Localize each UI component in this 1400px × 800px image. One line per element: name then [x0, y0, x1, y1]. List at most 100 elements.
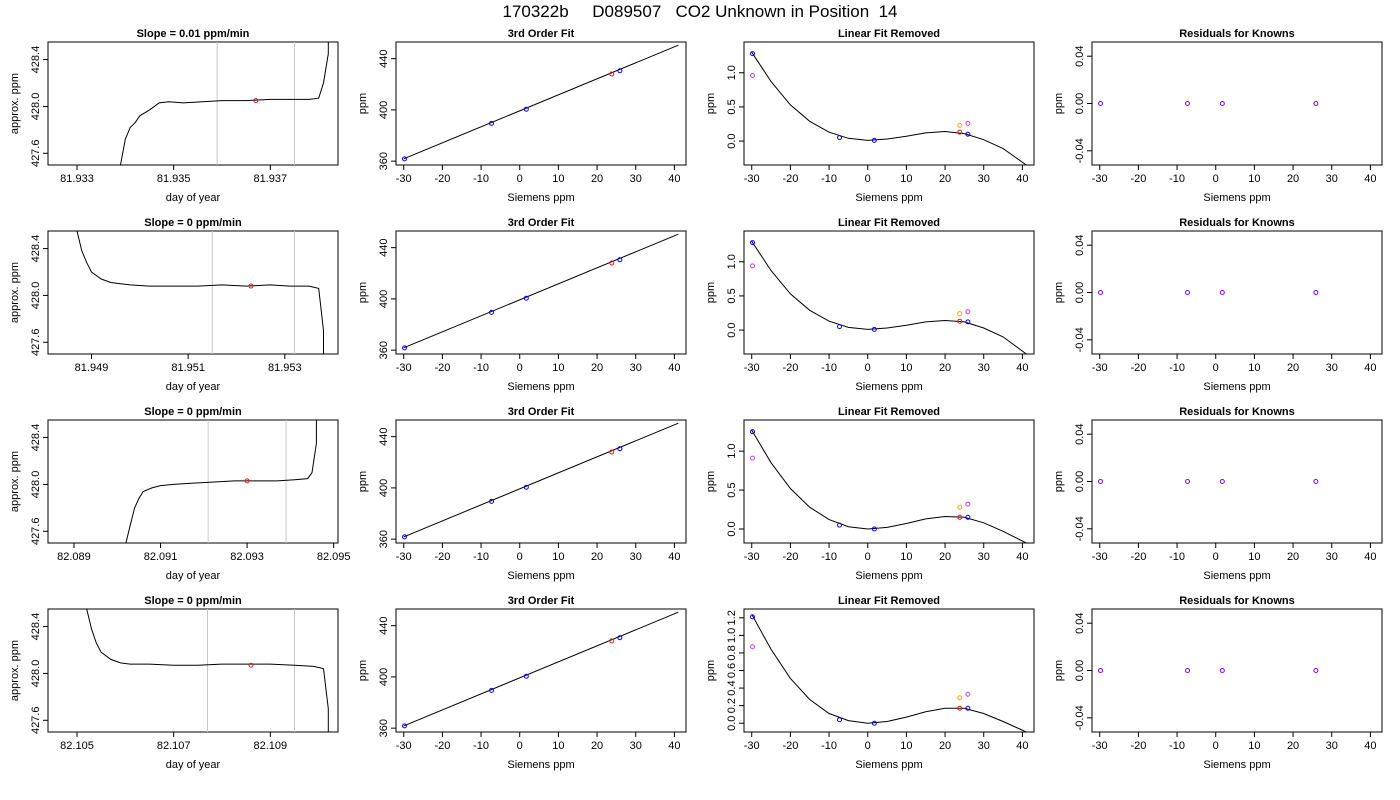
y-tick-label: 0.6	[726, 663, 738, 678]
x-tick-label: -30	[396, 362, 412, 374]
data-point	[1185, 668, 1191, 673]
plot-frame	[743, 41, 1035, 166]
data-point	[1098, 290, 1104, 295]
panel-7: -30 -20 -10 0 10 20 30 40 0.0 0.5 1.0 Linear Fit Re…	[705, 217, 1035, 393]
data-point	[957, 311, 963, 317]
y-tick-label: 428.4	[30, 424, 42, 452]
x-tick-label: -10	[473, 551, 489, 563]
x-tick-label: 10	[900, 551, 912, 563]
data-point	[1313, 479, 1319, 484]
panel-title: Slope = 0.01 ppm/min	[137, 28, 250, 40]
plot-frame	[47, 608, 339, 733]
y-tick-label: 360	[378, 152, 390, 170]
panel-title: 3rd Order Fit	[508, 217, 575, 229]
x-tick-label: -20	[1130, 173, 1146, 185]
data-point	[523, 295, 529, 301]
x-tick-label: -10	[473, 740, 489, 752]
x-tick-label: 30	[978, 173, 990, 185]
panel-1: 81.933 81.935 81.937 427.6 428.0 428.4 Slope =…	[9, 28, 339, 204]
series-line	[120, 42, 329, 165]
x-tick-label: 0	[1213, 362, 1219, 374]
panel-6: -30 -20 -10 0 10 20 30 40 360 400 440 3rd Order Fit…	[357, 217, 687, 393]
data-point	[1313, 101, 1319, 106]
x-tick-label: 30	[978, 362, 990, 374]
series-line	[125, 420, 317, 543]
panel-13: 82.105 82.107 82.109 427.6 428.0 428.4 Slope =…	[9, 595, 339, 771]
x-tick-label: 81.949	[75, 362, 109, 374]
y-tick-label: 428.0	[30, 282, 42, 310]
data-point	[965, 691, 971, 697]
data-point	[965, 131, 971, 137]
x-tick-label: 0	[1213, 740, 1219, 752]
data-point	[402, 723, 408, 729]
x-tick-label: 0	[1213, 551, 1219, 563]
data-point	[750, 455, 756, 461]
data-point	[837, 324, 843, 330]
x-tick-label: 10	[1248, 740, 1260, 752]
plot-frame	[1091, 41, 1383, 166]
y-tick-label: 400	[378, 290, 390, 308]
x-tick-label: -30	[396, 173, 412, 185]
data-point	[957, 695, 963, 701]
y-axis-label: ppm	[357, 660, 369, 681]
y-tick-label: 428.4	[30, 46, 42, 74]
y-tick-label: 1.2	[726, 610, 738, 625]
x-tick-label: 40	[1016, 551, 1028, 563]
x-tick-label: 82.091	[144, 551, 178, 563]
x-tick-label: -10	[821, 740, 837, 752]
data-point	[871, 526, 877, 532]
x-tick-label: 0	[865, 362, 871, 374]
data-point	[750, 263, 756, 269]
panel-11: -30 -20 -10 0 10 20 30 40 0.0 0.5 1.0 Linear Fit Re…	[705, 406, 1035, 582]
series-line	[751, 241, 1027, 354]
x-tick-label: 81.937	[254, 173, 288, 185]
panel-title: Slope = 0 ppm/min	[144, 406, 242, 418]
x-tick-label: 40	[1016, 173, 1028, 185]
x-tick-label: 0	[865, 551, 871, 563]
data-point	[609, 71, 615, 77]
x-tick-label: 30	[630, 740, 642, 752]
x-axis-label: Siemens ppm	[855, 759, 922, 771]
y-tick-label: 0.5	[726, 288, 738, 303]
x-tick-label: 0	[517, 362, 523, 374]
y-axis-label: ppm	[357, 93, 369, 114]
x-tick-label: -20	[434, 551, 450, 563]
data-point	[957, 705, 963, 711]
data-point	[965, 120, 971, 126]
y-tick-label: 0.0	[726, 322, 738, 337]
x-tick-label: 20	[591, 173, 603, 185]
x-tick-label: 0	[517, 173, 523, 185]
x-axis-label: Siemens ppm	[855, 192, 922, 204]
page-title: 170322b D089507 CO2 Unknown in Position …	[502, 2, 898, 21]
y-tick-label: 428.4	[30, 613, 42, 641]
data-point	[609, 260, 615, 266]
y-tick-label: 0.0	[726, 716, 738, 731]
data-point	[1219, 101, 1225, 106]
y-axis-label: ppm	[1053, 93, 1065, 114]
x-tick-label: 0	[865, 173, 871, 185]
y-axis-label: ppm	[705, 471, 717, 492]
panel-16: -30 -20 -10 0 10 20 30 40 -0.04 0.00 0.04 Residuals…	[1053, 595, 1383, 771]
x-tick-label: 40	[668, 173, 680, 185]
x-tick-label: -10	[1169, 173, 1185, 185]
data-point	[1313, 290, 1319, 295]
x-tick-label: -20	[782, 173, 798, 185]
x-tick-label: -20	[782, 362, 798, 374]
x-tick-label: 20	[939, 551, 951, 563]
data-point	[750, 614, 756, 620]
panel-14: -30 -20 -10 0 10 20 30 40 360 400 440 3rd Order Fit…	[357, 595, 687, 771]
x-tick-label: 20	[1287, 362, 1299, 374]
x-tick-label: -30	[396, 551, 412, 563]
x-tick-label: 0	[517, 740, 523, 752]
data-point	[837, 522, 843, 528]
x-tick-label: 20	[939, 740, 951, 752]
data-point	[871, 326, 877, 332]
x-tick-label: 40	[668, 362, 680, 374]
plot-frame	[395, 608, 687, 733]
panel-title: Linear Fit Removed	[838, 406, 940, 418]
data-point	[617, 257, 623, 263]
data-point	[1098, 668, 1104, 673]
data-point	[1219, 479, 1225, 484]
y-tick-label: 427.6	[30, 518, 42, 546]
